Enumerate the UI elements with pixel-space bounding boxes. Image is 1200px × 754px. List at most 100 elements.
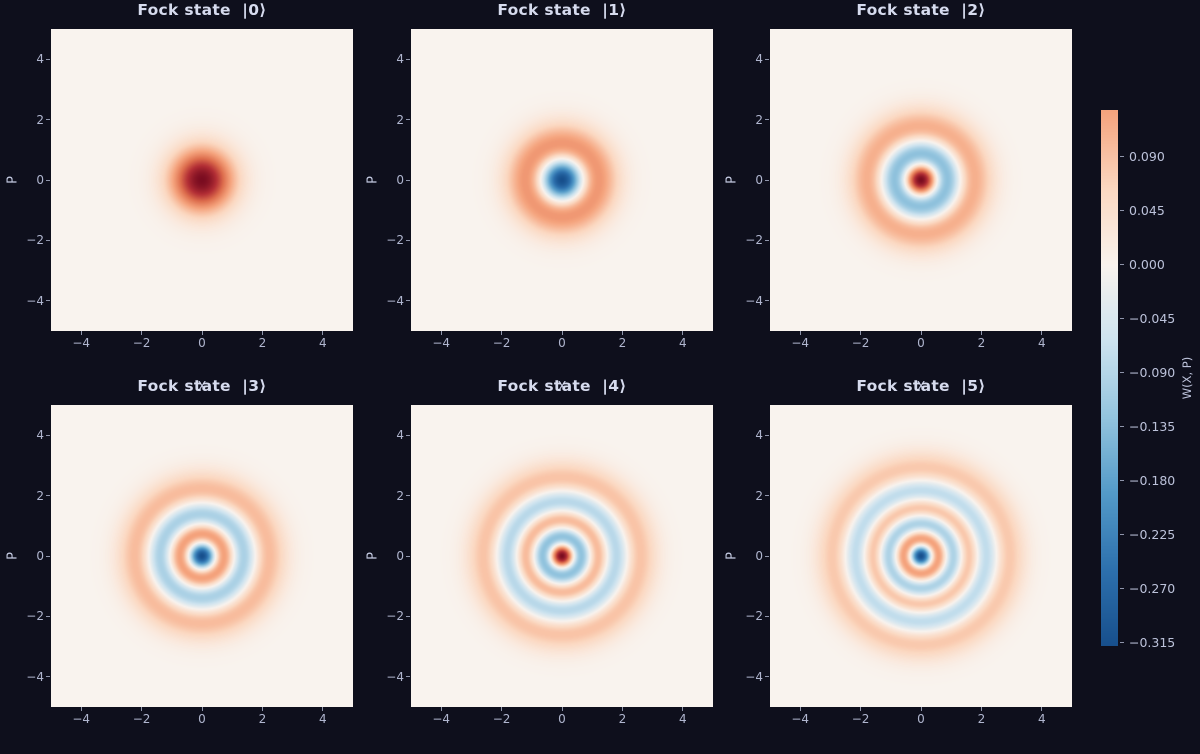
y-tick-label: 2 (755, 488, 763, 503)
colorbar-tick-mark (1120, 426, 1124, 428)
x-axis-label: X (197, 380, 207, 395)
plot-title: Fock state |4⟩ (497, 377, 627, 395)
wigner-heatmap-canvas-2 (770, 29, 1072, 331)
colorbar-tick-mark (1120, 372, 1124, 374)
y-tick-label: −2 (386, 609, 404, 624)
x-tick-label: 2 (618, 712, 627, 726)
plot-title: Fock state |0⟩ (137, 1, 267, 19)
y-tick-label: 4 (755, 52, 763, 67)
colorbar-label: W(X, P) (1180, 356, 1194, 400)
y-tick-label: 2 (36, 488, 44, 503)
colorbar-tick-label: 0.000 (1129, 256, 1165, 272)
x-tick-label: 2 (258, 336, 267, 350)
y-tick-mark (46, 58, 50, 60)
plot-title: Fock state |2⟩ (856, 1, 986, 19)
wigner-heatmap-canvas-1 (411, 29, 713, 331)
x-tick-label: 4 (318, 336, 327, 350)
colorbar-gradient-canvas (1101, 110, 1118, 646)
x-tick-label: 0 (917, 336, 925, 350)
y-tick-mark (406, 58, 410, 60)
x-tick-mark (80, 707, 82, 711)
plot-title: Fock state |5⟩ (856, 377, 986, 395)
y-axis-label: P (365, 552, 381, 560)
colorbar-tick-label: −0.315 (1129, 634, 1176, 650)
subplot-fock-1: Fock state |1⟩ −4 −2 0 2 4 4 2 0 −2 −4 X P (366, 1, 713, 395)
x-tick-mark (799, 331, 801, 335)
y-tick-label: 4 (36, 428, 44, 443)
colorbar-tick-mark (1120, 264, 1124, 266)
y-tick-mark (46, 300, 50, 302)
y-tick-mark (765, 676, 769, 678)
x-tick-mark (201, 707, 203, 711)
colorbar-tick-mark (1120, 480, 1124, 482)
subplot-fock-4: Fock state |4⟩ −4 −2 0 2 4 4 2 0 −2 −4 X P (366, 377, 713, 726)
x-tick-mark (980, 331, 982, 335)
x-tick-mark (561, 707, 563, 711)
y-tick-mark (765, 179, 769, 181)
y-tick-label: 4 (36, 52, 44, 67)
x-tick-mark (322, 331, 324, 335)
y-tick-label: −4 (386, 293, 404, 308)
x-tick-mark (322, 707, 324, 711)
y-tick-label: 0 (755, 173, 763, 187)
subplot-fock-2: Fock state |2⟩ −4 −2 0 2 4 4 2 0 −2 −4 X P (725, 1, 1072, 395)
y-tick-mark (765, 58, 769, 60)
y-tick-mark (765, 300, 769, 302)
x-tick-mark (920, 707, 922, 711)
wigner-heatmap-canvas-3 (51, 405, 353, 707)
x-tick-label: 4 (1037, 712, 1046, 726)
x-tick-label: 0 (558, 712, 566, 726)
x-tick-label: −4 (72, 336, 91, 350)
x-tick-mark (261, 707, 263, 711)
x-tick-label: 0 (558, 336, 566, 350)
x-tick-label: 4 (678, 336, 687, 350)
y-tick-label: −4 (26, 293, 44, 308)
y-tick-mark (406, 119, 410, 121)
colorbar-tick-mark (1120, 210, 1124, 212)
y-tick-mark (765, 434, 769, 436)
x-axis-label: X (916, 380, 926, 395)
subplot-fock-0: Fock state |0⟩ −4 −2 0 2 4 4 2 0 −2 −4 X P (6, 1, 353, 395)
y-tick-label: −4 (745, 669, 763, 684)
colorbar-tick-mark (1120, 642, 1124, 644)
wigner-heatmap-canvas-5 (770, 405, 1072, 707)
y-tick-mark (406, 495, 410, 497)
y-tick-label: 2 (36, 112, 44, 127)
y-tick-mark (46, 239, 50, 241)
x-tick-label: 2 (618, 336, 627, 350)
x-tick-mark (561, 331, 563, 335)
colorbar-tick-mark (1120, 318, 1124, 320)
y-tick-mark (46, 119, 50, 121)
colorbar-tick-mark (1120, 534, 1124, 536)
x-tick-label: 2 (258, 712, 267, 726)
y-tick-mark (406, 676, 410, 678)
y-tick-label: 0 (396, 173, 404, 187)
x-tick-mark (80, 331, 82, 335)
x-tick-label: −4 (432, 336, 451, 350)
y-tick-mark (765, 615, 769, 617)
x-tick-label: 0 (917, 712, 925, 726)
x-tick-mark (261, 331, 263, 335)
y-tick-label: 0 (396, 549, 404, 563)
colorbar-tick-label: −0.090 (1129, 364, 1176, 380)
y-tick-label: 2 (396, 488, 404, 503)
x-tick-label: 2 (977, 712, 986, 726)
x-tick-label: −2 (132, 336, 151, 350)
y-axis-label: P (724, 552, 740, 560)
x-tick-label: −4 (791, 712, 810, 726)
y-tick-mark (406, 555, 410, 557)
x-tick-label: −2 (851, 712, 870, 726)
x-tick-mark (860, 331, 862, 335)
y-tick-mark (406, 300, 410, 302)
y-tick-mark (765, 119, 769, 121)
x-tick-label: −2 (492, 712, 511, 726)
y-axis-label: P (5, 552, 21, 560)
y-tick-label: −2 (745, 609, 763, 624)
x-tick-mark (920, 331, 922, 335)
x-tick-mark (621, 707, 623, 711)
y-axis-label: P (5, 176, 21, 184)
y-tick-label: −2 (745, 233, 763, 248)
y-axis-label: P (365, 176, 381, 184)
x-tick-label: −2 (132, 712, 151, 726)
